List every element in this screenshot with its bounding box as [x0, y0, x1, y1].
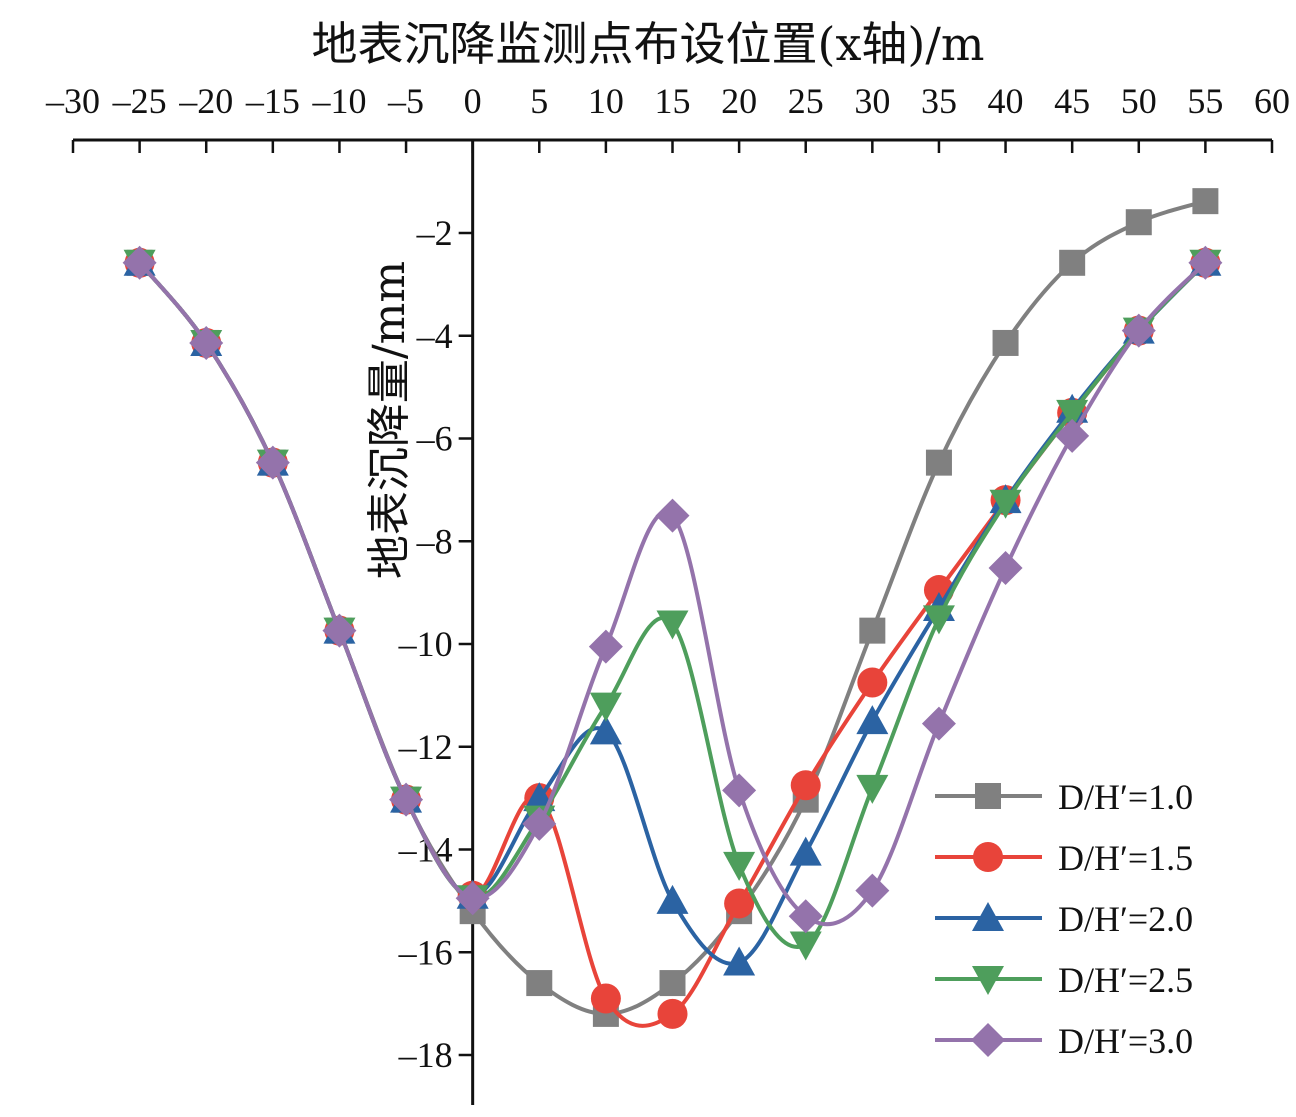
data-point — [659, 970, 686, 997]
y-tick-label: –2 — [416, 213, 453, 253]
y-tick-label: –16 — [398, 932, 453, 972]
data-point — [925, 449, 952, 476]
data-point — [122, 245, 157, 280]
series-D/H′=2.5 — [123, 249, 1222, 961]
data-point — [656, 884, 689, 914]
data-point — [790, 770, 821, 801]
data-point — [856, 774, 889, 804]
series-line — [138, 261, 1207, 949]
series-line — [138, 261, 1207, 927]
data-point — [723, 851, 756, 881]
x-tick-label: 15 — [655, 81, 691, 121]
data-point — [255, 445, 290, 480]
x-tick-label: 55 — [1187, 81, 1223, 121]
data-point — [1056, 399, 1089, 429]
data-point — [590, 983, 621, 1014]
x-tick-label: 25 — [788, 81, 824, 121]
legend-item: D/H′=3.0 — [935, 1021, 1193, 1061]
x-tick-label: 5 — [530, 81, 548, 121]
x-tick-label: –20 — [178, 81, 233, 121]
data-point — [526, 970, 553, 997]
data-point — [724, 888, 755, 919]
legend-item: D/H′=2.0 — [935, 899, 1193, 939]
x-tick-label: –10 — [311, 81, 366, 121]
data-point — [1192, 188, 1219, 215]
x-tick-label: 40 — [988, 81, 1024, 121]
x-tick-label: –30 — [45, 81, 100, 121]
data-point — [1121, 313, 1156, 348]
data-point — [722, 773, 757, 808]
y-tick-label: –6 — [416, 419, 453, 459]
legend-marker — [973, 842, 1003, 872]
data-point — [789, 836, 822, 866]
data-point — [989, 489, 1022, 519]
legend-marker — [971, 1023, 1005, 1057]
x-axis-title: 地表沉降监测点布设位置(x轴)/m — [311, 17, 985, 71]
x-tick-label: 0 — [464, 81, 482, 121]
data-point — [322, 613, 357, 648]
legend-label: D/H′=2.0 — [1058, 899, 1193, 939]
data-point — [455, 881, 490, 916]
data-point — [1055, 418, 1090, 453]
data-point — [657, 998, 688, 1029]
data-point — [857, 667, 888, 698]
legend-label: D/H′=2.5 — [1058, 960, 1193, 1000]
data-point — [1059, 249, 1086, 276]
legend-marker — [972, 902, 1004, 931]
x-tick-label: –15 — [245, 81, 300, 121]
data-point — [1188, 245, 1223, 280]
data-point — [992, 329, 1019, 356]
legend-item: D/H′=2.5 — [935, 960, 1193, 1000]
data-point — [788, 899, 823, 934]
x-tick-label: –25 — [112, 81, 167, 121]
data-point — [522, 806, 557, 841]
data-point — [723, 946, 756, 976]
data-point — [189, 325, 224, 360]
data-point — [859, 617, 886, 644]
data-point — [922, 605, 955, 635]
data-point — [856, 705, 889, 735]
legend-item: D/H′=1.5 — [935, 838, 1193, 878]
x-tick-label: 30 — [854, 81, 890, 121]
x-tick-label: 35 — [921, 81, 957, 121]
data-point — [789, 931, 822, 961]
data-point — [589, 692, 622, 722]
y-tick-label: –18 — [398, 1035, 453, 1075]
y-tick-label: –4 — [416, 316, 453, 356]
legend-item: D/H′=1.0 — [935, 777, 1193, 817]
data-point — [589, 715, 622, 745]
x-tick-label: 10 — [588, 81, 624, 121]
data-point — [1125, 209, 1152, 236]
data-point — [921, 706, 956, 741]
legend-label: D/H′=1.0 — [1058, 777, 1193, 817]
y-tick-label: –8 — [416, 521, 453, 561]
y-tick-label: –12 — [398, 727, 453, 767]
data-point — [588, 629, 623, 664]
y-tick-label: –10 — [398, 624, 453, 664]
x-tick-label: 60 — [1254, 81, 1290, 121]
legend-label: D/H′=3.0 — [1058, 1021, 1193, 1061]
data-point — [988, 550, 1023, 585]
data-point — [655, 498, 690, 533]
legend-marker — [972, 966, 1004, 995]
legend-marker — [975, 783, 1001, 809]
x-tick-label: 50 — [1121, 81, 1157, 121]
legend-label: D/H′=1.5 — [1058, 838, 1193, 878]
x-tick-label: –5 — [387, 81, 424, 121]
series-D/H′=3.0 — [122, 245, 1223, 934]
data-point — [855, 873, 890, 908]
x-tick-label: 45 — [1054, 81, 1090, 121]
x-tick-label: 20 — [721, 81, 757, 121]
data-point — [389, 782, 424, 817]
data-point — [656, 610, 689, 640]
